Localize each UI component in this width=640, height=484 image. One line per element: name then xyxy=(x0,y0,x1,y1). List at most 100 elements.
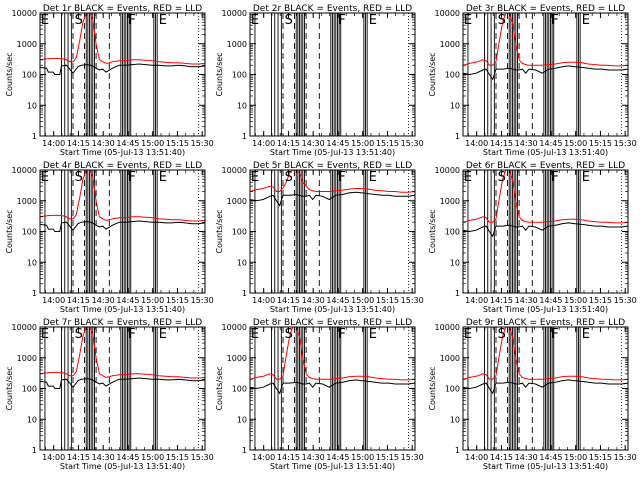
events-series-line xyxy=(462,379,629,395)
flag-letter: F xyxy=(551,170,558,185)
flag-letter: E xyxy=(464,327,472,342)
x-tick-label: 15:30 xyxy=(191,453,214,462)
flag-letter: S xyxy=(498,13,506,28)
y-tick-label: 10 xyxy=(450,258,460,267)
x-tick-label: 14:15 xyxy=(67,139,90,148)
flag-letter: E xyxy=(251,170,259,185)
y-tick-label: 1000 xyxy=(17,40,37,49)
y-tick-label: 100 xyxy=(232,228,247,237)
events-series-line xyxy=(249,191,416,207)
x-tick-label: 15:00 xyxy=(141,296,164,305)
y-tick-label: 10000 xyxy=(12,9,37,18)
y-tick-label: 1 xyxy=(32,446,37,455)
y-tick-label: 10000 xyxy=(12,323,37,332)
x-tick-label: 14:15 xyxy=(490,139,513,148)
x-tick-label: 14:15 xyxy=(277,139,300,148)
flag-letter: S xyxy=(285,13,293,28)
y-tick-label: 10000 xyxy=(435,9,460,18)
x-tick-label: 14:45 xyxy=(116,453,139,462)
x-tick-label: 15:00 xyxy=(351,453,374,462)
events-series-line xyxy=(39,63,206,75)
x-tick-label: 14:15 xyxy=(67,453,90,462)
flag-letter: F xyxy=(128,170,135,185)
x-axis-label: Start Time (05-Jul-13 13:51:40) xyxy=(60,462,185,471)
plot-title: Det 8r BLACK = Events, RED = LLD xyxy=(253,318,412,328)
flag-letter: E xyxy=(251,327,259,342)
x-tick-label: 15:00 xyxy=(564,453,587,462)
x-tick-label: 15:00 xyxy=(141,453,164,462)
plot-title: Det 3r BLACK = Events, RED = LLD xyxy=(466,4,625,14)
lld-series-line xyxy=(462,12,629,67)
flag-letter: F xyxy=(551,327,558,342)
events-series-line xyxy=(462,222,629,238)
flag-letter: E xyxy=(369,327,377,342)
lld-series-line xyxy=(462,326,629,381)
x-tick-label: 14:00 xyxy=(42,139,65,148)
x-tick-label: 14:00 xyxy=(465,139,488,148)
x-tick-label: 14:15 xyxy=(490,453,513,462)
y-tick-label: 10 xyxy=(450,101,460,110)
flag-letter: S xyxy=(498,170,506,185)
x-tick-label: 15:30 xyxy=(191,139,214,148)
x-tick-label: 15:30 xyxy=(401,296,424,305)
y-tick-label: 1 xyxy=(242,132,247,141)
x-tick-label: 14:00 xyxy=(465,453,488,462)
y-tick-label: 10 xyxy=(237,415,247,424)
events-series-line xyxy=(249,379,416,395)
flag-letter: E xyxy=(41,170,49,185)
y-tick-label: 1 xyxy=(455,446,460,455)
flag-letter: E xyxy=(159,327,167,342)
x-tick-label: 15:00 xyxy=(141,139,164,148)
y-axis-label: Counts/sec xyxy=(5,366,14,410)
x-axis-label: Start Time (05-Jul-13 13:51:40) xyxy=(270,148,395,157)
y-axis-label: Counts/sec xyxy=(428,52,437,96)
x-tick-label: 14:45 xyxy=(326,453,349,462)
x-tick-label: 14:30 xyxy=(515,139,538,148)
x-tick-label: 14:15 xyxy=(490,296,513,305)
x-tick-label: 14:00 xyxy=(465,296,488,305)
flag-letter: F xyxy=(128,13,135,28)
x-axis-label: Start Time (05-Jul-13 13:51:40) xyxy=(60,305,185,314)
y-tick-label: 100 xyxy=(232,385,247,394)
lld-series-line xyxy=(249,169,416,193)
flag-letter: E xyxy=(251,13,259,28)
flag-letter: S xyxy=(75,13,83,28)
lld-series-line xyxy=(39,12,206,65)
flag-letter: E xyxy=(464,13,472,28)
y-tick-label: 10000 xyxy=(12,166,37,175)
x-tick-label: 15:15 xyxy=(589,453,612,462)
x-tick-label: 15:30 xyxy=(614,139,637,148)
x-tick-label: 14:00 xyxy=(42,296,65,305)
y-tick-label: 10 xyxy=(237,258,247,267)
y-tick-label: 1 xyxy=(242,446,247,455)
y-axis-label: Counts/sec xyxy=(5,52,14,96)
x-axis-label: Start Time (05-Jul-13 13:51:40) xyxy=(483,148,608,157)
plot-title: Det 2r BLACK = Events, RED = LLD xyxy=(253,4,412,14)
x-tick-label: 15:00 xyxy=(564,139,587,148)
flag-letter: S xyxy=(75,327,83,342)
y-tick-label: 1000 xyxy=(227,354,247,363)
y-tick-label: 10 xyxy=(27,258,37,267)
x-axis-label: Start Time (05-Jul-13 13:51:40) xyxy=(483,462,608,471)
x-tick-label: 14:30 xyxy=(92,139,115,148)
x-tick-label: 14:15 xyxy=(277,296,300,305)
flag-letter: E xyxy=(159,170,167,185)
flag-letter: E xyxy=(41,13,49,28)
y-tick-label: 1 xyxy=(32,289,37,298)
x-tick-label: 14:45 xyxy=(116,139,139,148)
y-tick-label: 1000 xyxy=(440,40,460,49)
plot-title: Det 7r BLACK = Events, RED = LLD xyxy=(43,318,202,328)
flag-letter: F xyxy=(128,327,135,342)
x-axis-label: Start Time (05-Jul-13 13:51:40) xyxy=(483,305,608,314)
plot-title: Det 6r BLACK = Events, RED = LLD xyxy=(466,161,625,171)
events-series-line xyxy=(462,65,629,81)
x-tick-label: 14:45 xyxy=(116,296,139,305)
y-tick-label: 10000 xyxy=(222,323,247,332)
